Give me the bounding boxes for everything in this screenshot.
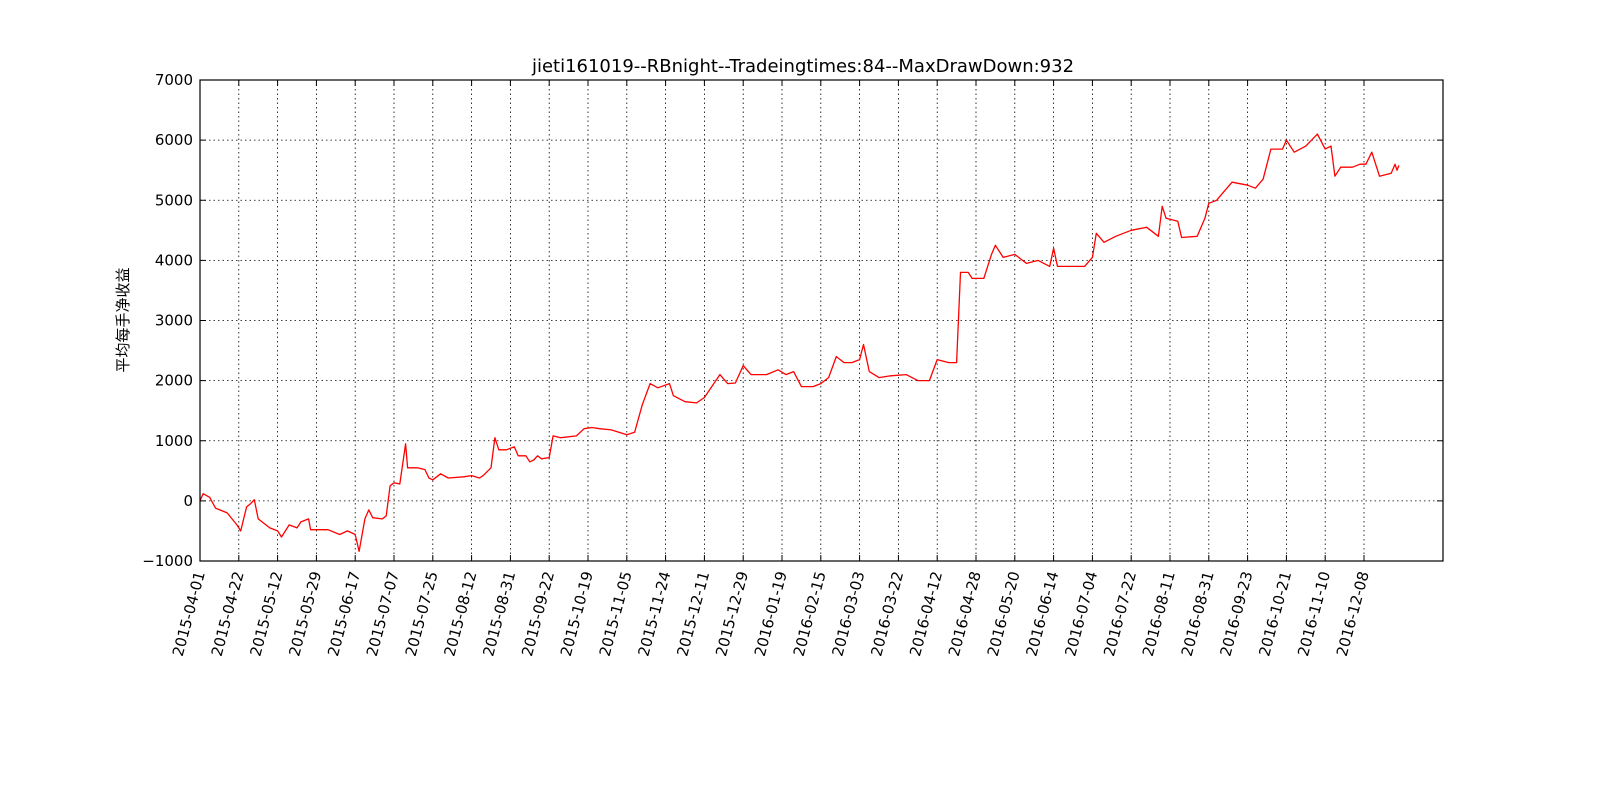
y-axis-label: 平均每手净收益 [114,267,132,372]
y-tick-label: 5000 [155,191,193,209]
y-tick-label: 4000 [155,251,193,269]
y-tick-label: 6000 [155,131,193,149]
y-axis: −1000 0 1000 2000 3000 4000 5000 6000 7000 [142,71,1443,570]
y-tick-label: 3000 [155,312,193,330]
y-tick-label: −1000 [142,552,193,570]
chart-title: jieti161019--RBnight--Tradeingtimes:84--… [531,56,1074,77]
series-line [199,133,1400,553]
y-tick-label: 7000 [155,71,193,89]
series-layer [199,133,1400,553]
y-tick-label: 0 [183,492,193,510]
y-tick-label: 2000 [155,372,193,390]
y-tick-label: 1000 [155,432,193,450]
grid [200,79,1443,562]
